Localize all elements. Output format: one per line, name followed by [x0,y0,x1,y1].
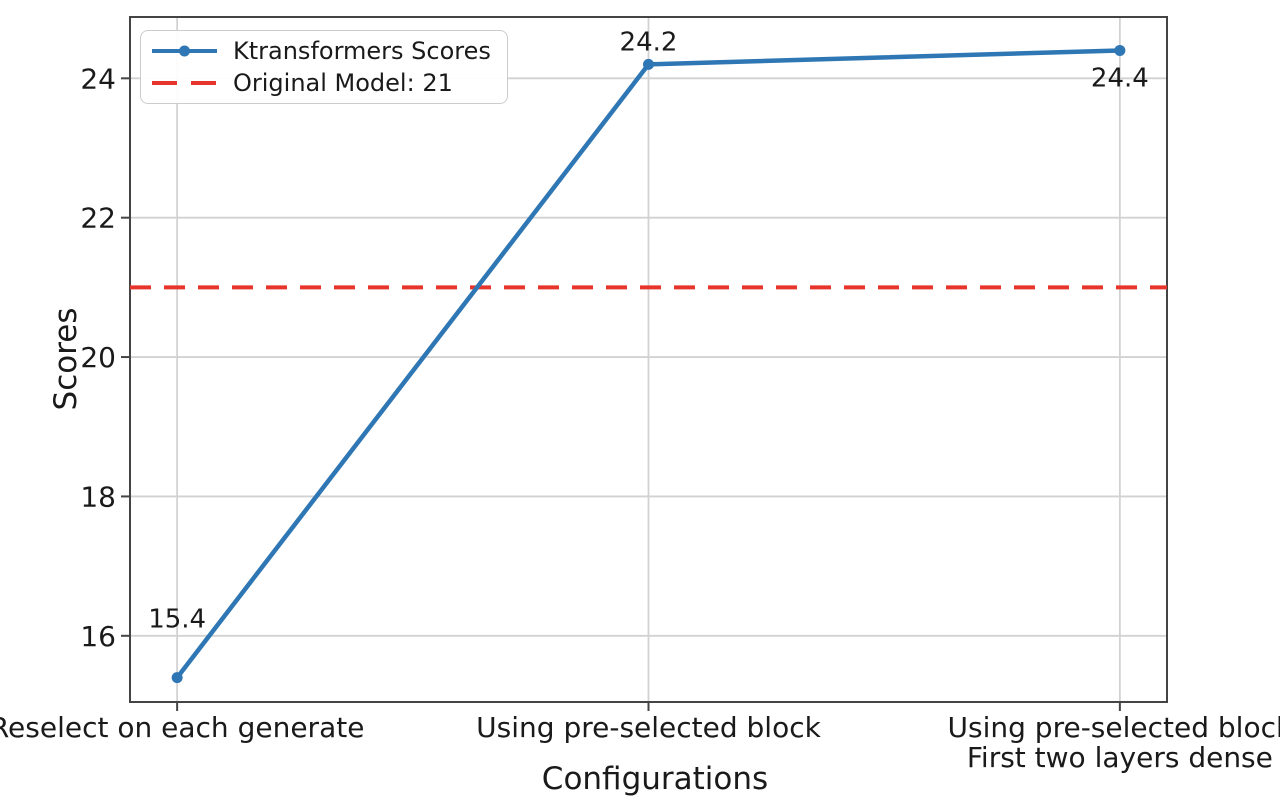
y-tick-label: 22 [80,202,116,235]
legend-series-label: Ktransformers Scores [233,37,491,65]
series-layer [171,44,1126,684]
y-axis-label: Scores [48,308,84,411]
legend-reference-label: Original Model: 21 [233,69,453,97]
point-value-label: 15.4 [148,605,206,635]
x-tick-label: Reselect on each generate [0,711,364,744]
legend-entry-reference: Original Model: 21 [151,68,491,98]
line-marker-sample-icon [152,45,217,57]
data-point-marker [1114,44,1126,56]
point-value-label: 24.4 [1091,63,1149,93]
y-tick-label: 24 [80,62,116,95]
data-point-marker [643,58,654,70]
dashed-line-sample-icon [152,81,217,85]
y-tick-label: 20 [80,341,116,374]
x-axis-label: Configurations [542,761,768,797]
annotation-layer: 15.4 24.2 24.4 [148,27,1149,634]
grid-layer [130,17,1167,702]
tick-layer: 16 18 20 22 24 Reselect on each generate Using… [0,62,1280,774]
x-tick-label: Using pre-selected block [476,711,821,744]
y-tick-label: 18 [80,480,116,513]
y-tick-label: 16 [80,620,116,653]
x-tick-label: Using pre-selected block [948,711,1280,744]
x-tick-label: First two layers dense [967,741,1273,774]
legend: Ktransformers Scores Original Model: 21 [140,30,508,104]
point-value-label: 24.2 [620,27,678,57]
legend-entry-series: Ktransformers Scores [151,36,491,66]
data-point-marker [171,672,183,684]
